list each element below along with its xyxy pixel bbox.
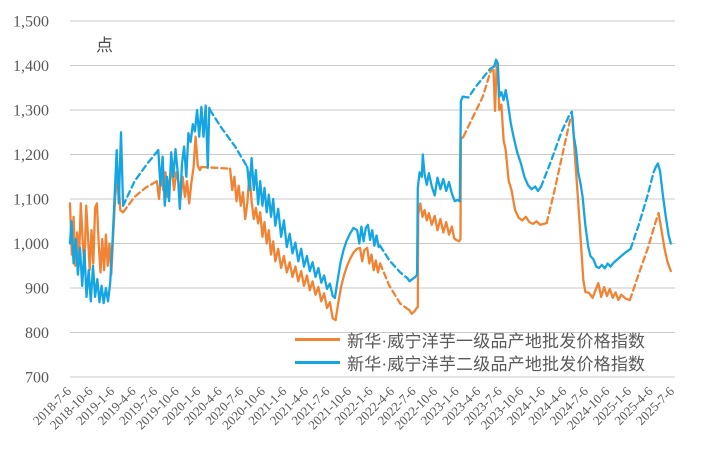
series-2-dashed-segment bbox=[461, 65, 496, 99]
series-1-solid-segment bbox=[492, 62, 548, 226]
series-2-solid-segment bbox=[246, 156, 337, 299]
series-2-solid-segment bbox=[333, 223, 382, 299]
series-1-solid-segment bbox=[657, 212, 672, 273]
legend-label-grade1: 新华·威宁洋芋一级品产地批发价格指数 bbox=[347, 332, 646, 351]
series-2-solid-segment bbox=[493, 58, 543, 193]
series-1-dashed-segment bbox=[121, 180, 159, 214]
series-1-dashed-segment bbox=[628, 212, 660, 302]
y-tick-label: 1,500 bbox=[13, 14, 49, 31]
grade1-line-swatch bbox=[295, 338, 340, 341]
series-1-dashed-segment bbox=[200, 165, 232, 170]
y-tick-label: 800 bbox=[25, 325, 49, 342]
series-2-dashed-segment bbox=[208, 108, 249, 169]
series-1-solid-segment bbox=[228, 167, 337, 322]
legend-item-grade1: 新华·威宁洋芋一级品产地批发价格指数 bbox=[295, 328, 645, 351]
series-1-solid-segment bbox=[408, 135, 465, 315]
series-2-solid-segment bbox=[68, 131, 125, 305]
y-tick-label: 900 bbox=[25, 281, 49, 298]
series-1-solid-segment bbox=[334, 246, 382, 322]
y-tick-label: 1,400 bbox=[13, 58, 49, 75]
legend-item-grade2: 新华·威宁洋芋二级品产地批发价格指数 bbox=[295, 351, 645, 374]
legend: 新华·威宁洋芋一级品产地批发价格指数 新华·威宁洋芋二级品产地批发价格指数 bbox=[295, 328, 645, 374]
series-2-dashed-segment bbox=[539, 110, 573, 189]
y-axis-unit-label: 点 bbox=[96, 36, 113, 55]
series-1-dashed-segment bbox=[545, 115, 574, 225]
y-tick-label: 1,000 bbox=[13, 236, 49, 253]
series-2-solid-segment bbox=[570, 110, 632, 270]
series-2-dashed-segment bbox=[121, 148, 160, 207]
series-2-solid-segment bbox=[157, 104, 212, 210]
series-2-dashed-segment bbox=[629, 165, 657, 250]
series-1-dashed-segment bbox=[378, 262, 411, 312]
y-tick-label: 1,200 bbox=[13, 147, 49, 164]
y-tick-label: 1,300 bbox=[13, 103, 49, 120]
y-tick-label: 1,100 bbox=[13, 192, 49, 209]
legend-label-grade2: 新华·威宁洋芋二级品产地批发价格指数 bbox=[347, 355, 646, 374]
series-1-solid-segment bbox=[571, 115, 632, 302]
series-2-dashed-segment bbox=[378, 244, 409, 280]
series-2-solid-segment bbox=[654, 162, 672, 245]
grade2-line-swatch bbox=[295, 361, 340, 364]
y-tick-label: 700 bbox=[25, 370, 49, 387]
series-2-solid-segment bbox=[406, 95, 464, 283]
series-1-dashed-segment bbox=[462, 68, 495, 138]
